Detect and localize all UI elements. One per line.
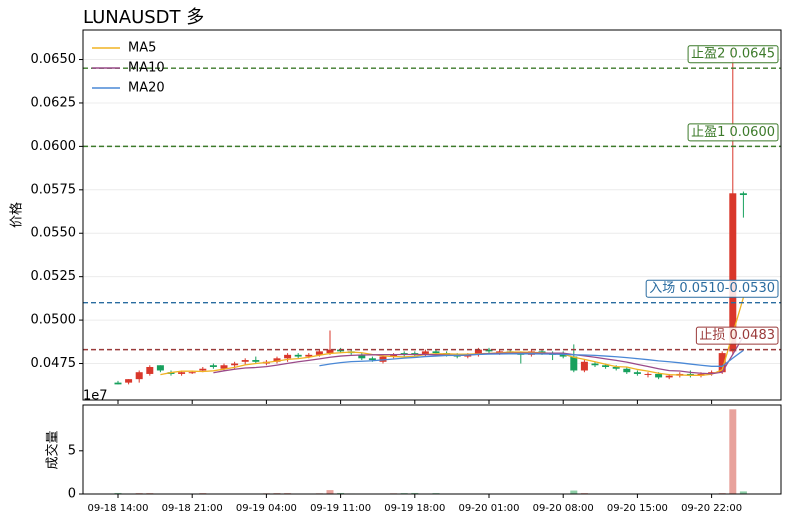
candle-body xyxy=(315,351,323,355)
candle-body xyxy=(337,349,345,352)
y-tick-label: 5 xyxy=(68,443,76,458)
candle-body xyxy=(188,372,196,374)
y-tick-label: 0.0475 xyxy=(31,356,77,371)
candle-body xyxy=(125,379,133,383)
y-tick-label: 0.0525 xyxy=(31,269,77,284)
volume-axis-label: 成交量 xyxy=(45,430,61,469)
y-tick-label: 0 xyxy=(68,487,76,502)
x-tick-label: 09-18 21:00 xyxy=(162,503,223,514)
candle-body xyxy=(739,193,747,196)
x-tick-label: 09-19 04:00 xyxy=(236,503,297,514)
chart-title: LUNAUSDT 多 xyxy=(83,7,204,28)
legend-label: MA20 xyxy=(128,81,165,96)
y-axis-label: 价格 xyxy=(9,202,25,228)
candle-body xyxy=(199,368,207,371)
level-label-box xyxy=(695,326,779,345)
x-tick-label: 09-19 11:00 xyxy=(310,503,371,514)
candle-body xyxy=(146,366,154,374)
candle-body xyxy=(252,360,260,362)
volume-bar xyxy=(739,491,747,494)
volume-bar xyxy=(411,492,419,494)
candle-body xyxy=(114,382,122,385)
candle-body xyxy=(178,372,186,374)
volume-bar xyxy=(326,490,334,494)
volume-bar xyxy=(114,492,122,494)
candle-body xyxy=(284,354,292,359)
candle-body xyxy=(390,354,398,357)
level-label-box xyxy=(687,123,779,142)
level-label-box xyxy=(687,45,779,64)
x-tick-label: 09-18 14:00 xyxy=(87,503,148,514)
candle-body xyxy=(156,365,164,371)
volume-bar xyxy=(570,490,578,494)
x-tick-label: 09-20 01:00 xyxy=(458,503,519,514)
candle-body xyxy=(485,349,493,352)
candle-body xyxy=(379,356,387,362)
volume-bar xyxy=(337,492,345,494)
candle-body xyxy=(294,354,302,357)
candle-body xyxy=(273,358,281,362)
candle-body xyxy=(231,363,239,366)
volume-bar xyxy=(729,409,737,494)
level-label: 止损 0.0483 xyxy=(699,328,775,343)
level-label: 止盈1 0.0600 xyxy=(691,125,775,140)
legend-label: MA10 xyxy=(128,61,165,76)
level-label-box xyxy=(645,279,779,298)
x-tick-label: 09-20 15:00 xyxy=(607,503,668,514)
candle-body xyxy=(421,351,429,355)
plot-frame xyxy=(82,29,782,401)
y-tick-label: 0.0625 xyxy=(31,95,77,110)
candle-body xyxy=(591,363,599,366)
candle-body xyxy=(368,358,376,361)
ma-line xyxy=(160,297,745,376)
candle-body xyxy=(241,360,249,362)
candle-body xyxy=(220,365,228,369)
level-label: 入场 0.0510-0.0530 xyxy=(649,281,775,296)
candle-body xyxy=(665,375,673,378)
candle-body xyxy=(358,354,366,359)
y-tick-label: 0.0575 xyxy=(31,182,77,197)
y-tick-label: 0.0650 xyxy=(31,52,77,67)
candle-body xyxy=(623,368,631,373)
candle-body xyxy=(326,349,334,354)
offset-label: 1e7 xyxy=(83,389,108,404)
y-tick-label: 0.0500 xyxy=(31,313,77,328)
candle-body xyxy=(633,372,641,374)
candle-body xyxy=(729,193,737,352)
candle-body xyxy=(655,373,663,378)
candle-body xyxy=(612,366,620,369)
candle-body xyxy=(432,351,440,354)
candle-body xyxy=(644,373,652,375)
legend-label: MA5 xyxy=(128,41,156,56)
candle-body xyxy=(602,365,610,367)
y-tick-label: 0.0600 xyxy=(31,139,77,154)
x-tick-label: 09-20 22:00 xyxy=(681,503,742,514)
ma-line xyxy=(319,349,744,367)
candle-body xyxy=(570,356,578,371)
candle-body xyxy=(135,372,143,380)
candle-body xyxy=(305,354,313,357)
y-tick-label: 0.0550 xyxy=(31,226,77,241)
candle-body xyxy=(474,349,482,355)
x-tick-label: 09-20 08:00 xyxy=(533,503,594,514)
level-label: 止盈2 0.0645 xyxy=(691,47,775,62)
candle-body xyxy=(708,372,716,374)
x-tick-label: 09-19 18:00 xyxy=(384,503,445,514)
candle-body xyxy=(718,353,726,373)
candle-body xyxy=(580,361,588,371)
plot-frame xyxy=(82,404,782,495)
candle-body xyxy=(209,365,217,367)
